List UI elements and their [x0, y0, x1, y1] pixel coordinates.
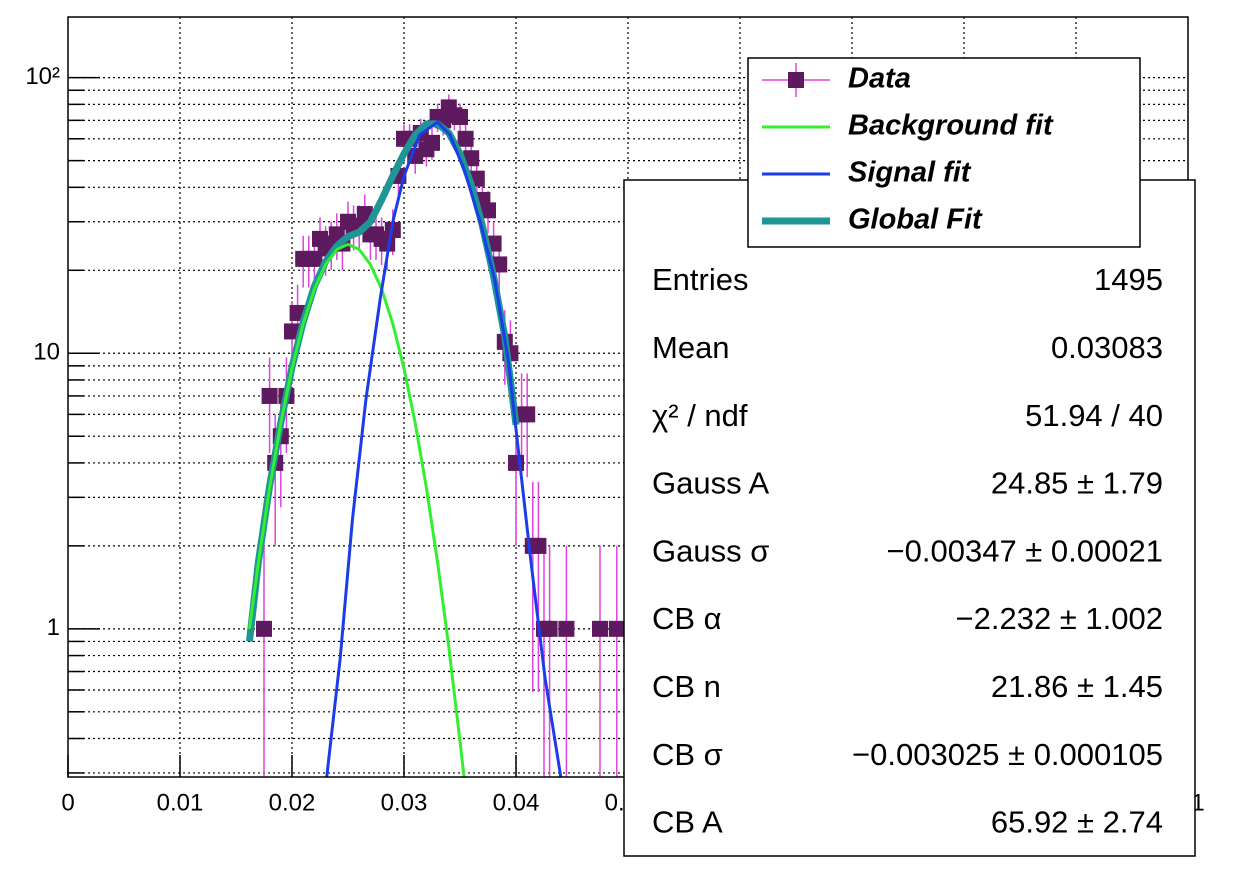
y-tick-label: 10 [33, 339, 60, 366]
stats-value: 51.94 / 40 [1025, 398, 1163, 433]
y-tick-label: 10² [25, 63, 60, 90]
legend-label: Global Fit [848, 204, 983, 236]
plot-area [245, 94, 625, 777]
y-tick-label: 1 [47, 614, 60, 641]
stats-label: Gauss A [652, 466, 769, 501]
stats-box: Entries 1495 Mean 0.03083 χ² / ndf 51.94 / 40… [623, 179, 1196, 857]
data-point [558, 620, 575, 637]
data-point [541, 620, 558, 637]
stats-frame [623, 179, 1196, 857]
stats-label: CB A [652, 805, 723, 840]
stats-label: Entries [652, 262, 748, 297]
stats-label: χ² / ndf [652, 398, 748, 433]
x-tick-label: 0.01 [157, 789, 204, 816]
x-tick-label: 0.02 [269, 789, 316, 816]
data-point [284, 323, 300, 340]
stats-label: CB n [652, 669, 721, 704]
stats-value: 21.86 ± 1.45 [991, 669, 1163, 704]
data-point [480, 202, 496, 219]
fit-curve [325, 120, 563, 777]
legend-frame [747, 57, 1141, 248]
stats-value: 65.92 ± 2.74 [991, 805, 1163, 840]
x-tick-label: 0.03 [381, 789, 428, 816]
fit-curve [247, 242, 466, 777]
stats-value: 24.85 ± 1.79 [991, 466, 1163, 501]
stats-value: 1495 [1094, 262, 1163, 297]
stats-value: 0.03083 [1051, 330, 1163, 365]
stats-label: CB σ [652, 737, 723, 772]
data-point [530, 537, 547, 554]
data-point [608, 620, 625, 637]
stats-value: −2.232 ± 1.002 [956, 601, 1164, 636]
data-point [592, 620, 608, 637]
data-point [519, 406, 536, 423]
x-tick-label: 0.04 [493, 789, 540, 816]
legend-label: Background fit [848, 110, 1054, 142]
legend-marker [788, 72, 804, 88]
stats-value: −0.003025 ± 0.000105 [852, 737, 1163, 772]
data-point [256, 620, 272, 637]
data-point [463, 150, 480, 167]
stats-value: −0.00347 ± 0.00021 [887, 533, 1163, 568]
stats-label: CB α [652, 601, 722, 636]
legend-label: Signal fit [848, 157, 972, 189]
data-point [457, 130, 474, 147]
data-point [424, 134, 440, 151]
x-tick-label: 0 [61, 789, 74, 816]
data-point [452, 108, 468, 125]
legend: Data Background fit Signal fit Global Fit [747, 57, 1141, 248]
stats-label: Gauss σ [652, 533, 769, 568]
legend-label: Data [848, 63, 911, 95]
stats-label: Mean [652, 330, 730, 365]
data-point [261, 387, 278, 404]
